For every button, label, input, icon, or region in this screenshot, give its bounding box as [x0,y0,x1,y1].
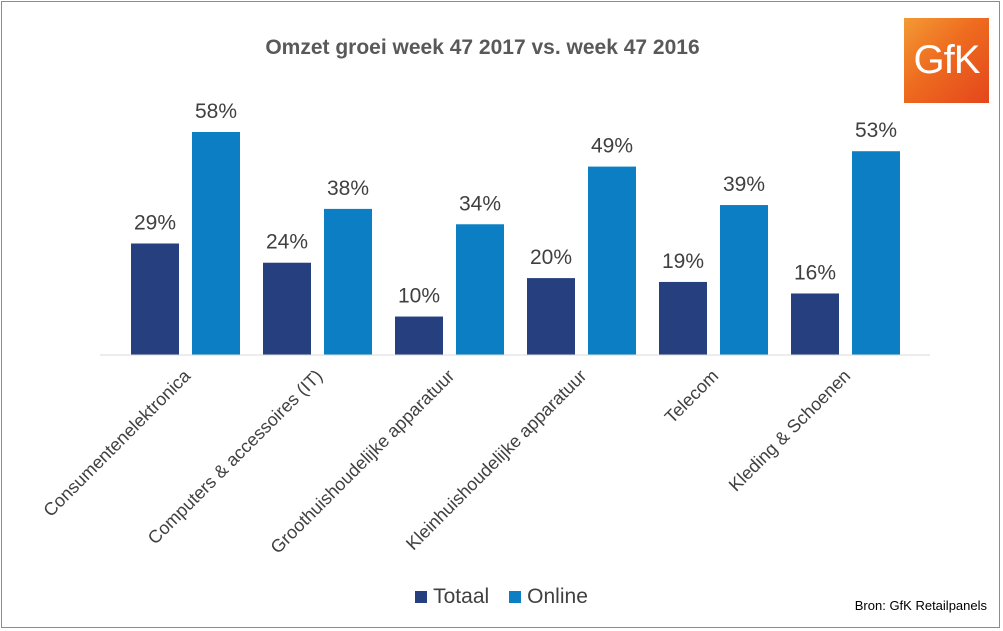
bar-totaal [131,243,179,355]
category-label: Consumentenelektronica [39,365,195,521]
bar-online [588,166,636,355]
data-label-totaal: 10% [398,285,440,308]
bar-online [192,131,240,355]
category-label: Kleding & Schoenen [725,366,854,495]
data-label-totaal: 29% [134,211,176,234]
data-label-online: 39% [723,173,765,196]
bar-totaal [527,278,575,355]
legend-label-totaal: Totaal [433,585,490,608]
data-label-totaal: 19% [662,250,704,273]
data-label-online: 53% [855,119,897,142]
legend-swatch-totaal [415,591,428,603]
bar-online [324,208,372,355]
data-label-online: 34% [459,192,501,215]
data-label-online: 58% [195,100,237,123]
legend-label-online: Online [527,585,588,608]
data-label-online: 38% [327,177,369,200]
bar-online [456,224,504,355]
gfk-logo-text: GfK [913,38,981,82]
legend-item-totaal: Totaal [415,585,489,609]
gfk-logo: GfK [904,18,989,103]
bar-online [852,151,900,355]
bar-totaal [791,293,839,355]
data-label-totaal: 16% [794,261,836,284]
bar-totaal [659,281,707,355]
bar-online [720,205,768,355]
data-label-online: 49% [591,135,633,158]
bar-totaal [395,316,443,355]
category-label: Telecom [661,366,723,428]
legend-swatch-online [509,591,522,603]
source-note: Bron: GfK Retailpanels [854,598,987,613]
data-label-totaal: 20% [530,246,572,269]
data-label-totaal: 24% [266,231,308,254]
chart-title: Omzet groei week 47 2017 vs. week 47 201… [265,36,700,59]
legend: Totaal Online [0,585,1003,609]
legend-item-online: Online [509,585,588,609]
bar-totaal [263,262,311,355]
